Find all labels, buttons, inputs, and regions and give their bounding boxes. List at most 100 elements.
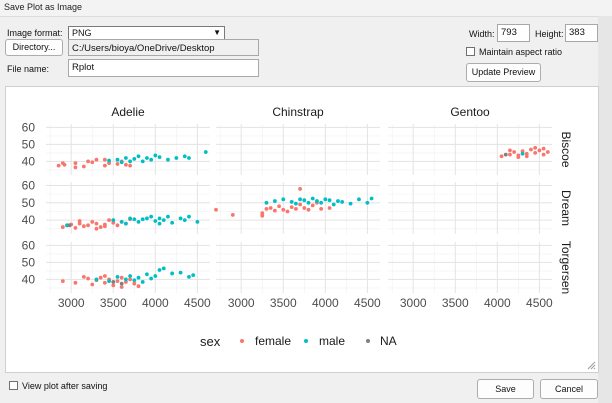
panel-background xyxy=(216,182,380,234)
plot-preview: Adelie Chinstrap Gentoo Biscoe Dream Torgerse… xyxy=(5,86,599,373)
data-point-female xyxy=(81,224,86,229)
x-tick-label: 3500 xyxy=(100,296,127,310)
data-point-male xyxy=(203,150,208,154)
data-point-na xyxy=(119,281,124,286)
data-point-female xyxy=(327,206,332,210)
width-label: Width: xyxy=(469,29,495,39)
chevron-down-icon: ▼ xyxy=(213,28,221,37)
data-point-male xyxy=(111,218,116,223)
data-point-male xyxy=(107,158,111,163)
data-point-male xyxy=(182,154,187,159)
panel-background xyxy=(388,124,552,175)
data-point-male xyxy=(264,200,269,205)
image-format-value: PNG xyxy=(72,28,92,38)
image-format-label: Image format: xyxy=(7,28,63,38)
y-tick-label: 50 xyxy=(22,255,36,269)
data-point-female xyxy=(119,285,124,289)
data-point-female xyxy=(545,150,550,154)
legend-swatch xyxy=(366,339,370,343)
y-tick-label: 40 xyxy=(22,154,36,168)
data-point-female xyxy=(60,225,65,229)
x-tick-label: 4000 xyxy=(142,296,169,310)
data-point-male xyxy=(191,273,196,278)
data-point-female xyxy=(102,157,107,162)
data-point-female xyxy=(81,164,86,169)
facet-row-label: Biscoe xyxy=(559,131,573,167)
facet-column-label: Gentoo xyxy=(450,105,490,119)
data-point-male xyxy=(166,214,170,219)
resize-grip-icon[interactable] xyxy=(586,360,596,370)
legend-entry-label: NA xyxy=(380,334,397,348)
data-point-female xyxy=(537,148,542,153)
legend-entry-label: male xyxy=(319,334,345,348)
file-name-input[interactable]: Rplot xyxy=(68,59,259,77)
data-point-female xyxy=(119,275,124,280)
maintain-aspect-label: Maintain aspect ratio xyxy=(479,47,563,57)
data-point-male xyxy=(340,200,345,204)
data-point-male xyxy=(272,199,277,203)
data-point-female xyxy=(306,207,311,212)
view-after-saving-checkbox[interactable] xyxy=(9,381,18,390)
height-input[interactable]: 383 xyxy=(565,24,598,42)
data-point-male xyxy=(140,159,145,164)
save-button[interactable]: Save xyxy=(477,379,534,399)
data-point-male xyxy=(187,214,191,219)
data-point-male xyxy=(115,274,120,279)
y-tick-label: 40 xyxy=(22,272,36,286)
panel-background xyxy=(388,182,552,234)
data-point-male xyxy=(94,277,99,282)
data-point-male xyxy=(140,217,145,222)
data-point-female xyxy=(115,223,120,228)
data-point-female xyxy=(230,213,235,217)
data-point-male xyxy=(170,271,175,276)
data-point-female xyxy=(136,284,141,289)
data-point-male xyxy=(281,197,286,202)
data-point-male xyxy=(520,151,525,156)
x-tick-label: 4500 xyxy=(184,296,211,310)
data-point-female xyxy=(86,159,90,164)
data-point-male xyxy=(174,156,179,160)
data-point-male xyxy=(289,200,294,204)
data-point-male xyxy=(136,275,141,280)
data-point-female xyxy=(73,226,78,230)
data-point-female xyxy=(86,223,90,228)
data-point-female xyxy=(60,161,65,165)
data-point-female xyxy=(533,145,538,150)
data-point-female xyxy=(98,275,103,280)
data-point-male xyxy=(145,216,149,221)
data-point-male xyxy=(178,270,183,275)
data-point-male xyxy=(327,198,332,203)
facet-column-label: Adelie xyxy=(111,105,145,119)
x-tick-label: 3500 xyxy=(270,296,297,310)
data-point-male xyxy=(149,157,154,162)
data-point-female xyxy=(73,161,78,165)
data-point-female xyxy=(298,187,303,191)
width-input[interactable]: 793 xyxy=(497,24,530,42)
y-tick-label: 60 xyxy=(22,178,36,192)
x-tick-label: 4000 xyxy=(484,296,511,310)
directory-button[interactable]: Directory... xyxy=(5,39,63,56)
update-preview-button[interactable]: Update Preview xyxy=(466,63,541,82)
panel-background xyxy=(46,124,210,175)
data-point-female xyxy=(94,157,99,162)
data-point-female xyxy=(516,155,521,160)
data-point-female xyxy=(77,219,82,223)
panel-background xyxy=(216,242,380,293)
x-tick-label: 4500 xyxy=(354,296,381,310)
panel-background xyxy=(46,182,210,234)
cancel-button[interactable]: Cancel xyxy=(540,379,598,399)
y-tick-label: 50 xyxy=(22,137,36,151)
data-point-female xyxy=(115,162,120,166)
data-point-male xyxy=(123,156,128,160)
data-point-female xyxy=(94,221,99,226)
data-point-male xyxy=(178,216,183,221)
data-point-male xyxy=(128,159,133,164)
maintain-aspect-checkbox[interactable] xyxy=(466,47,475,56)
image-format-select[interactable]: PNG ▼ xyxy=(68,26,225,40)
data-point-male xyxy=(302,198,307,203)
x-tick-label: 4000 xyxy=(312,296,339,310)
facet-column-label: Chinstrap xyxy=(272,105,324,119)
view-after-saving-label: View plot after saving xyxy=(22,381,108,391)
data-point-female xyxy=(277,204,281,209)
panel-background xyxy=(46,242,210,293)
